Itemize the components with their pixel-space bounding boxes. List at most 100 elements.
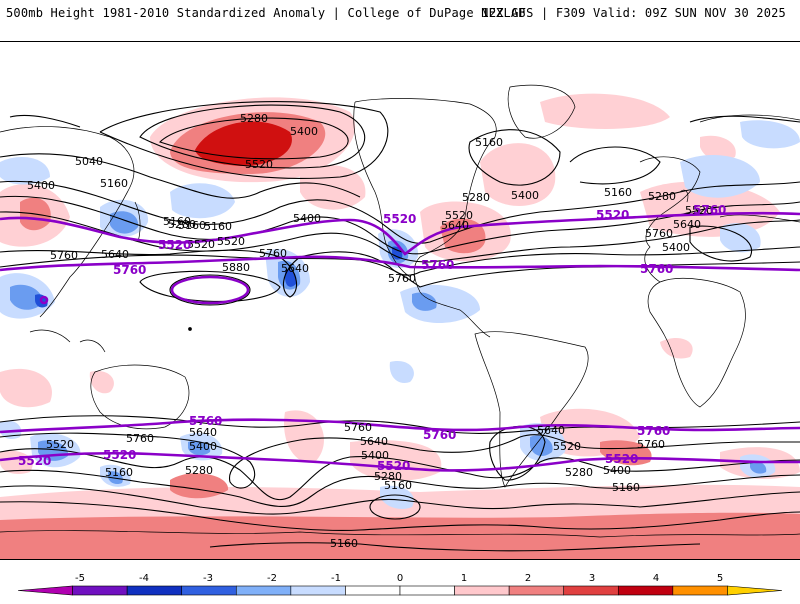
contour-label: 5640	[441, 219, 469, 232]
contour-label: 5520	[685, 204, 713, 217]
colorbar-segment	[672, 585, 728, 596]
contour-label: 5640	[281, 262, 309, 275]
contour-label: 5400	[603, 464, 631, 477]
highlight-label: 5520	[377, 459, 410, 473]
contour-5880-ring	[169, 274, 251, 306]
colorbar-segment	[345, 585, 401, 596]
contour-label: 5760	[50, 249, 78, 262]
colorbar-segment	[181, 585, 237, 596]
africa	[647, 278, 746, 408]
contour-5520-ring	[158, 117, 349, 160]
contour-5400-south	[0, 469, 800, 508]
contour-label: 5160	[475, 136, 503, 149]
uk	[679, 189, 689, 203]
contour-label: 5760	[645, 227, 673, 240]
colorbar-segment	[563, 585, 619, 596]
highlight-5760-north	[0, 255, 800, 272]
contour-label: 5160	[384, 479, 412, 492]
contour-label: 5880	[222, 261, 250, 274]
contour-label: 5280	[374, 470, 402, 483]
contour-label: 5160	[330, 537, 358, 550]
antarctica-coast	[0, 530, 800, 538]
contour-5520-south	[0, 448, 800, 501]
highlight-contours	[0, 211, 800, 472]
contour-label: 5280	[462, 191, 490, 204]
colorbar-segment	[17, 585, 73, 596]
contour-label: 5280	[185, 464, 213, 477]
contour-5280	[99, 101, 389, 180]
colorbar-tick-label: 2	[525, 573, 531, 584]
colorbar-tick-label: -5	[75, 573, 85, 584]
contour-label: 5160	[612, 481, 640, 494]
highlight-label: 5760	[189, 414, 222, 428]
highlight-label: 5520	[18, 454, 51, 468]
contour-label: 5520	[187, 238, 215, 251]
contour-5640-south	[0, 432, 800, 489]
highlight-label: 5520	[103, 448, 136, 462]
contour-label: 5400	[361, 449, 389, 462]
contour-label: 5520	[553, 440, 581, 453]
colorbar-tick-label: -1	[331, 573, 341, 584]
asia-east-coast	[0, 126, 135, 318]
contour-label: 5640	[537, 424, 565, 437]
contour-label: 5520	[445, 209, 473, 222]
contour-5280-south	[0, 485, 800, 515]
north-america-coast	[354, 98, 497, 338]
contour-label: 5520	[46, 438, 74, 451]
contour-5160	[0, 180, 800, 244]
highlight-label: 5760	[421, 258, 454, 272]
map-canvas: 5280 5400 5520 5040 5160 5400 5160 5280 …	[0, 84, 800, 559]
highlight-label: 5760	[423, 428, 456, 442]
contour-5040	[0, 153, 361, 199]
contour-label: 5400	[189, 440, 217, 453]
japan	[134, 201, 141, 243]
contour-labels: 5280 5400 5520 5040 5160 5400 5160 5280 …	[27, 112, 713, 550]
colorbar-tick-label: -2	[267, 573, 277, 584]
europe-coast	[639, 156, 701, 283]
contour-5160-antarctic	[209, 542, 701, 552]
south-america	[474, 331, 589, 488]
contour-loop-asia	[689, 225, 753, 262]
colorbar-svg: -5 -4 -3 -2 -1 0 1 2 3 4 5	[17, 573, 783, 596]
colorbar-segment	[126, 585, 183, 596]
contour-label: 5400	[511, 189, 539, 202]
colorbar-tick-label: -3	[203, 573, 213, 584]
chart-title: 500mb Height 1981-2010 Standardized Anom…	[6, 6, 526, 20]
contour-5640	[0, 246, 800, 298]
contour-arc-ne	[689, 115, 800, 123]
model-valid-time: 12Z GFS | F309 Valid: 09Z SUN NOV 30 202…	[481, 6, 786, 20]
maritime-continent	[29, 329, 106, 353]
colorbar-tick-label: 0	[397, 573, 403, 584]
highlight-label: 5520	[383, 212, 416, 226]
highlight-5880-ring	[170, 275, 250, 305]
highlight-5520-south	[0, 451, 800, 472]
anomaly-map: 5280 5400 5520 5040 5160 5400 5160 5280 …	[0, 41, 800, 560]
contour-label: 5280	[648, 190, 676, 203]
contour-label: 5400	[27, 179, 55, 192]
highlight-label: 5520	[158, 238, 191, 252]
contour-label: 5760	[637, 438, 665, 451]
colorbar-segment	[235, 585, 292, 596]
contour-label: 5280	[240, 112, 268, 125]
colorbar-segment	[290, 585, 346, 596]
colorbar-tick-label: 3	[589, 573, 595, 584]
contour-5160-loop	[468, 129, 561, 186]
contour-label: 5640	[673, 218, 701, 231]
contour-ring-south-pacific	[369, 494, 421, 520]
contour-label: 5760	[388, 272, 416, 285]
contour-label: 5760	[344, 421, 372, 434]
highlight-5760-south	[0, 418, 800, 434]
asia-north-coast	[699, 114, 800, 123]
contour-label: 5520	[217, 235, 245, 248]
highlight-label: 5760	[640, 262, 673, 276]
contour-label: 5400	[293, 212, 321, 225]
colorbar-tick-label: 5	[717, 573, 723, 584]
australia	[90, 364, 190, 430]
highlight-5520-north	[0, 211, 800, 256]
contour-label: 5160	[105, 466, 133, 479]
contour-5400-b	[0, 211, 800, 263]
highlight-label: 5760	[637, 424, 670, 438]
highlight-label: 5760	[693, 203, 726, 217]
contour-label: 5760	[126, 432, 154, 445]
hawaii	[188, 327, 192, 331]
